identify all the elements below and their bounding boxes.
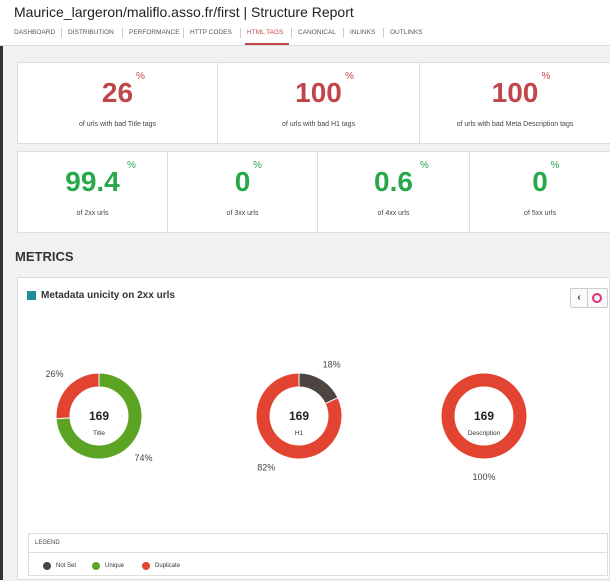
legend-divider <box>29 552 607 553</box>
slice-label: 74% <box>134 453 152 463</box>
prev-button[interactable]: ‹ <box>571 289 588 307</box>
donut-total: 169 <box>89 409 109 423</box>
donut-slice <box>440 372 528 460</box>
nav-tab[interactable]: INLINKS <box>350 29 376 36</box>
toggle-button[interactable] <box>592 293 602 303</box>
kpi-label: of urls with bad Title tags <box>78 121 157 128</box>
kpi-label: of urls with bad H1 tags <box>281 121 356 128</box>
nav-tab[interactable]: DISTRIBUTION <box>68 29 114 36</box>
nav-tab[interactable]: HTTP CODES <box>190 29 232 36</box>
nav-separator <box>122 28 123 38</box>
donut-slice <box>298 372 339 405</box>
nav-separator <box>183 28 184 38</box>
kpi-unit: % <box>550 160 560 171</box>
kpi-card: 100% of urls with bad H1 tags <box>217 62 420 144</box>
kpi-value: 0.6 <box>374 166 413 197</box>
panel: Metadata unicity on 2xx urls ‹ 74% 26% 169… <box>17 277 610 580</box>
section-title: METRICS <box>15 249 74 264</box>
kpi-value: 26 <box>101 77 134 108</box>
kpi-value: 0 <box>234 166 251 197</box>
donut-slice <box>55 372 100 420</box>
kpi-card: 0% of 5xx urls <box>469 151 610 233</box>
nav-tab[interactable]: HTML TAGS <box>247 29 284 36</box>
donut-total: 169 <box>289 409 309 423</box>
kpi-card: 26% of urls with bad Title tags <box>17 62 218 144</box>
kpi-label: of 5xx urls <box>524 210 556 217</box>
nav-separator <box>383 28 384 38</box>
nav-separator <box>61 28 62 38</box>
nav-separator <box>291 28 292 38</box>
donut-slice <box>55 372 143 460</box>
kpi-value: 0 <box>532 166 548 197</box>
legend-swatch <box>142 562 150 570</box>
kpi-card: 99.4% of 2xx urls <box>17 151 168 233</box>
nav-separator <box>343 28 344 38</box>
legend-title: LEGEND <box>35 540 60 546</box>
kpi-unit: % <box>136 71 145 82</box>
kpi-value: 99.4 <box>65 166 120 197</box>
legend-swatch <box>92 562 100 570</box>
slice-label: 26% <box>46 369 64 379</box>
top-bar: Maurice_largeron/maliflo.asso.fr/first |… <box>0 0 610 46</box>
kpi-unit: % <box>420 160 429 171</box>
panel-title: Metadata unicity on 2xx urls <box>41 290 175 301</box>
kpi-value: 100 <box>295 77 342 108</box>
panel-icon <box>27 291 36 300</box>
donut-slice <box>255 372 343 460</box>
page-title: Maurice_largeron/maliflo.asso.fr/first |… <box>14 4 354 20</box>
kpi-label: of 4xx urls <box>377 210 410 217</box>
donut-name: Title <box>93 430 105 437</box>
nav-tab[interactable]: PERFORMANCE <box>129 29 180 36</box>
legend-label: Duplicate <box>155 563 181 569</box>
slice-label: 100% <box>472 472 495 482</box>
legend-swatch <box>43 562 51 570</box>
slice-label: 82% <box>257 463 275 473</box>
kpi-unit: % <box>253 160 262 171</box>
kpi-card: 0.6% of 4xx urls <box>317 151 470 233</box>
slice-label: 18% <box>323 359 341 369</box>
kpi-unit: % <box>345 71 354 82</box>
nav-tab[interactable]: OUTLINKS <box>390 29 423 36</box>
nav-tab[interactable]: DASHBOARD <box>14 29 56 36</box>
kpi-card: 0% of 3xx urls <box>167 151 318 233</box>
kpi-label: of 2xx urls <box>76 210 109 217</box>
kpi-label: of 3xx urls <box>226 210 259 217</box>
legend: LEGEND Not Set Unique Duplicate <box>28 533 608 576</box>
panel-controls: ‹ <box>570 288 608 308</box>
donut-name: H1 <box>295 430 304 437</box>
donut-charts: 74% 26% 169 Title 18% 82% 169 H1 100% 169 Descript… <box>46 359 528 482</box>
kpi-unit: % <box>127 160 136 171</box>
nav-separator <box>240 28 241 38</box>
donut-name: Description <box>468 430 501 437</box>
nav-tab[interactable]: CANONICAL <box>298 29 336 36</box>
left-edge <box>0 0 3 580</box>
legend-label: Not Set <box>56 563 77 569</box>
kpi-label: of urls with bad Meta Description tags <box>456 121 574 128</box>
legend-label: Unique <box>105 563 125 569</box>
kpi-unit: % <box>541 71 551 82</box>
active-tab-underline <box>245 43 289 45</box>
kpi-card: 100% of urls with bad Meta Description ta… <box>419 62 610 144</box>
kpi-value: 100 <box>491 77 539 108</box>
donut-total: 169 <box>474 409 494 423</box>
